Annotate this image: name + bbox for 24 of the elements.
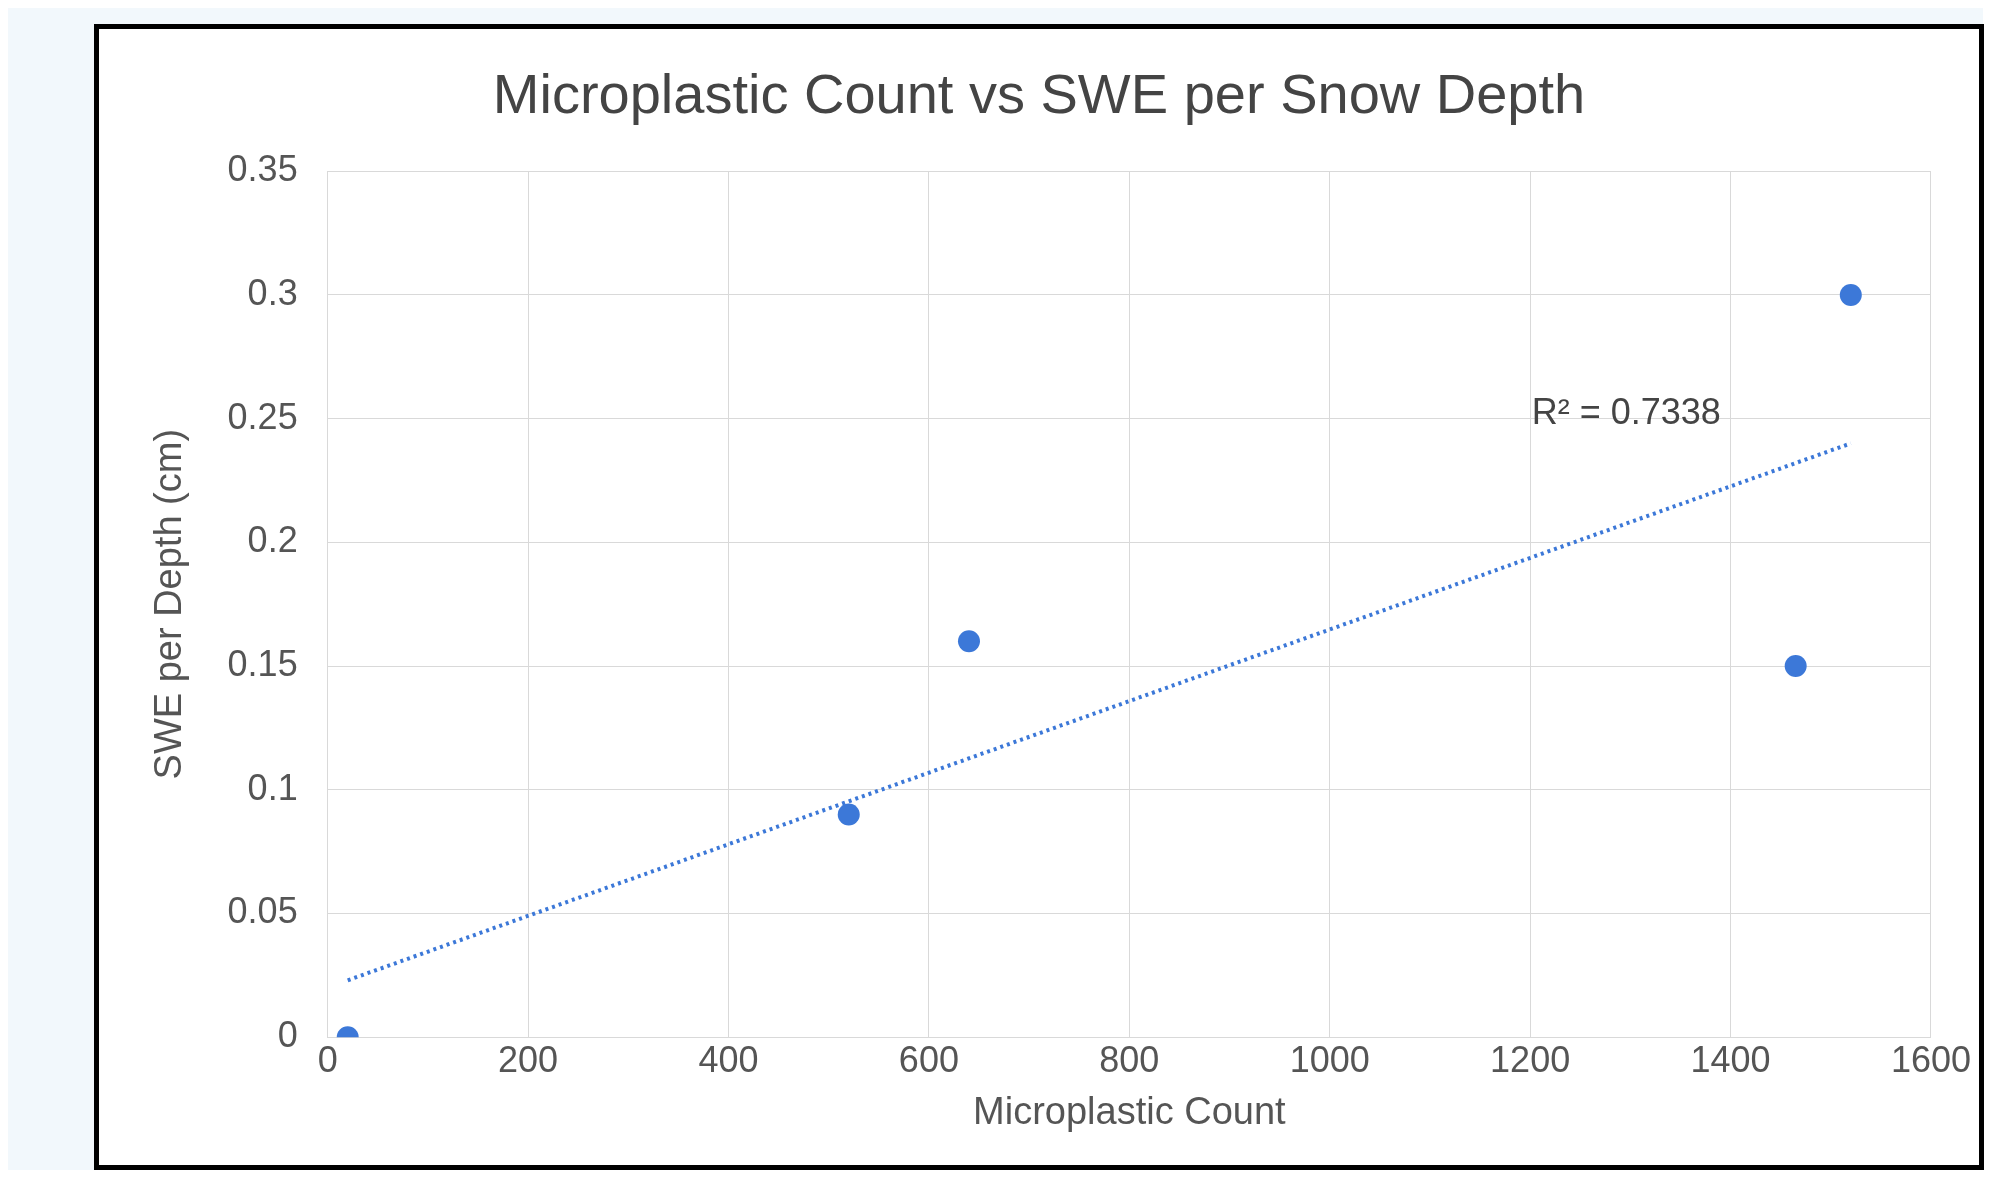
y-axis-title: SWE per Depth (cm)	[147, 428, 190, 780]
point	[1784, 655, 1807, 678]
y-tick-label: 0.35	[227, 148, 298, 190]
x-tick-label: 600	[898, 1038, 959, 1080]
chart-title: Microplastic Count vs SWE per Snow Depth	[492, 62, 1586, 126]
y-tick-label: 0.25	[227, 395, 298, 437]
x-tick-label: 1200	[1490, 1038, 1571, 1080]
point	[957, 630, 980, 653]
y-tick-label: 0.05	[227, 890, 298, 932]
x-tick-label: 1000	[1289, 1038, 1370, 1080]
x-tick-label: 1600	[1890, 1038, 1971, 1080]
y-tick-label: 0.3	[247, 271, 298, 313]
x-axis-title: Microplastic Count	[973, 1089, 1287, 1132]
y-tick-label: 0.1	[247, 766, 298, 808]
point	[1839, 283, 1862, 306]
x-tick-label: 0	[317, 1038, 338, 1080]
x-tick-label: 400	[698, 1038, 759, 1080]
x-tick-label: 1400	[1690, 1038, 1771, 1080]
y-tick-label: 0.2	[247, 519, 298, 561]
point	[837, 803, 860, 826]
x-tick-label: 800	[1099, 1038, 1160, 1080]
y-tick-label: 0.15	[227, 642, 298, 684]
annotation: R² = 0.7338	[1531, 390, 1721, 432]
x-tick-label: 200	[498, 1038, 559, 1080]
